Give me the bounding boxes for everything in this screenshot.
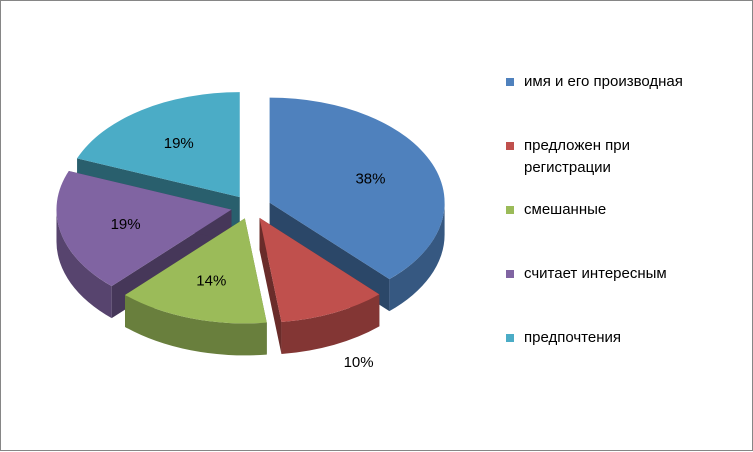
legend-label: считает интересным (524, 263, 744, 285)
pie-slice (125, 218, 267, 324)
legend-swatch (506, 206, 514, 214)
legend-label-line: предпочтения (524, 329, 622, 346)
legend-swatch (506, 78, 514, 86)
data-label: 19% (111, 216, 141, 233)
pie-slice (56, 170, 232, 287)
legend-label-line: считает интересным (524, 265, 667, 282)
legend-label: предпочтения (524, 327, 744, 349)
legend-swatch (506, 270, 514, 278)
legend-label-line: имя и его производная (524, 73, 683, 90)
data-label: 19% (164, 135, 194, 152)
pie-slice (77, 92, 240, 198)
legend-label: имя и его производная (524, 71, 744, 93)
legend-swatch (506, 142, 514, 150)
data-label: 10% (344, 354, 374, 371)
legend-swatch (506, 334, 514, 342)
legend-label-line: предложен при (524, 137, 630, 154)
data-label: 38% (355, 171, 385, 188)
legend-label: предложен при регистрации (524, 135, 744, 179)
legend-label-line: смешанные (524, 201, 607, 218)
data-label: 14% (196, 272, 226, 289)
pie-slice (259, 217, 380, 323)
legend-label-line: регистрации (524, 159, 611, 176)
legend-label: смешанные (524, 199, 744, 221)
pie-slice (269, 97, 445, 280)
